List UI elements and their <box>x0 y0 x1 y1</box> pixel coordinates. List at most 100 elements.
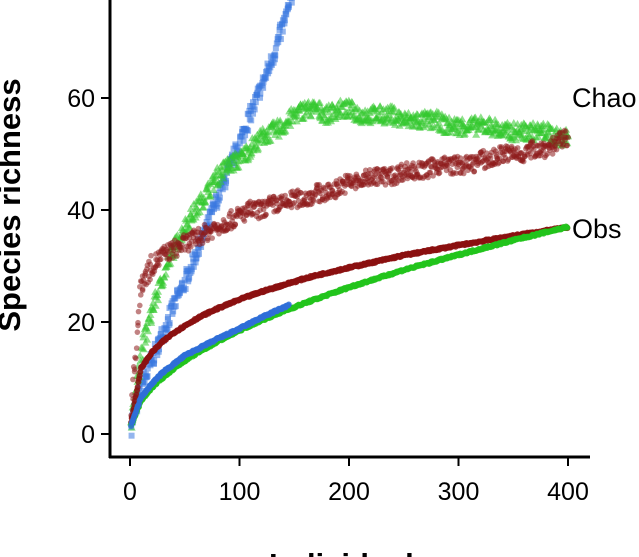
data-point <box>286 121 295 129</box>
red-chao-series <box>128 127 572 421</box>
data-point <box>179 242 185 248</box>
data-point <box>156 262 162 268</box>
x-tick-label: 400 <box>547 478 589 506</box>
data-point <box>131 368 138 375</box>
data-point <box>238 133 245 140</box>
data-point <box>520 158 527 165</box>
data-point <box>146 310 155 318</box>
data-point <box>553 146 560 153</box>
data-point <box>425 174 431 181</box>
data-point <box>281 20 288 27</box>
x-axis-title: Individuals <box>269 547 431 557</box>
data-point <box>164 316 171 323</box>
blue-chao-series <box>128 0 295 439</box>
data-point <box>151 340 158 347</box>
data-point <box>274 132 283 140</box>
data-point <box>204 235 211 242</box>
data-point <box>498 144 505 150</box>
data-point <box>177 289 184 296</box>
data-point <box>245 111 252 118</box>
data-point <box>203 219 210 226</box>
data-point <box>144 365 151 372</box>
data-point <box>471 168 478 175</box>
data-point <box>210 206 217 213</box>
data-point <box>234 144 241 151</box>
data-point <box>487 155 494 162</box>
data-point <box>270 59 277 66</box>
data-point <box>139 286 146 292</box>
data-point <box>282 192 288 199</box>
data-point <box>166 259 175 267</box>
data-point <box>186 274 193 281</box>
data-point <box>209 209 216 216</box>
x-tick-label: 0 <box>123 478 137 506</box>
data-point <box>206 214 213 221</box>
data-point <box>128 432 135 439</box>
data-point <box>281 17 288 24</box>
data-point <box>252 99 259 106</box>
data-point <box>141 379 148 386</box>
data-point <box>137 387 144 394</box>
data-point <box>257 90 264 97</box>
data-point <box>232 221 239 228</box>
data-point <box>565 134 572 141</box>
data-point <box>166 320 173 327</box>
data-point <box>198 243 205 250</box>
data-point <box>247 150 256 158</box>
data-point <box>185 247 192 254</box>
data-point <box>348 98 357 106</box>
data-point <box>518 131 527 139</box>
data-point <box>143 335 152 343</box>
data-point <box>133 355 139 362</box>
data-point <box>190 263 197 270</box>
x-tick-label: 200 <box>328 478 370 506</box>
data-point <box>549 151 556 157</box>
data-point <box>400 177 406 183</box>
data-point <box>263 212 269 218</box>
data-point <box>240 137 247 144</box>
data-point <box>272 52 279 59</box>
data-point <box>162 322 169 329</box>
data-point <box>390 103 399 111</box>
data-point <box>161 270 170 278</box>
data-point <box>327 117 336 125</box>
data-point <box>562 128 569 135</box>
data-point <box>133 345 140 351</box>
data-point <box>137 302 143 309</box>
data-point <box>254 144 263 152</box>
plot-area <box>127 0 573 439</box>
data-point <box>139 330 148 338</box>
data-point <box>222 184 229 191</box>
x-tick-label: 100 <box>219 478 261 506</box>
data-point <box>307 112 316 120</box>
data-point <box>460 170 467 177</box>
data-point <box>147 316 156 324</box>
data-point <box>435 119 444 127</box>
data-point <box>159 278 168 286</box>
y-tick-label: 20 <box>67 309 95 337</box>
data-point <box>130 376 136 383</box>
data-point <box>271 56 278 63</box>
data-point <box>277 36 284 43</box>
data-point <box>193 254 200 261</box>
data-point <box>436 170 443 176</box>
data-point <box>376 102 385 110</box>
data-point <box>491 115 500 123</box>
data-point <box>206 191 215 199</box>
data-point <box>158 256 164 263</box>
data-point <box>236 140 243 147</box>
data-point <box>270 202 276 208</box>
data-point <box>472 130 481 138</box>
data-point <box>188 243 194 250</box>
data-point <box>143 327 152 335</box>
data-point <box>279 28 286 35</box>
data-point <box>408 168 414 175</box>
data-point <box>174 253 180 259</box>
data-point <box>534 132 543 140</box>
data-point <box>151 357 158 364</box>
data-point <box>316 181 322 188</box>
data-point <box>251 106 258 113</box>
data-point <box>135 308 142 315</box>
data-point <box>260 84 267 91</box>
data-point <box>241 218 248 224</box>
